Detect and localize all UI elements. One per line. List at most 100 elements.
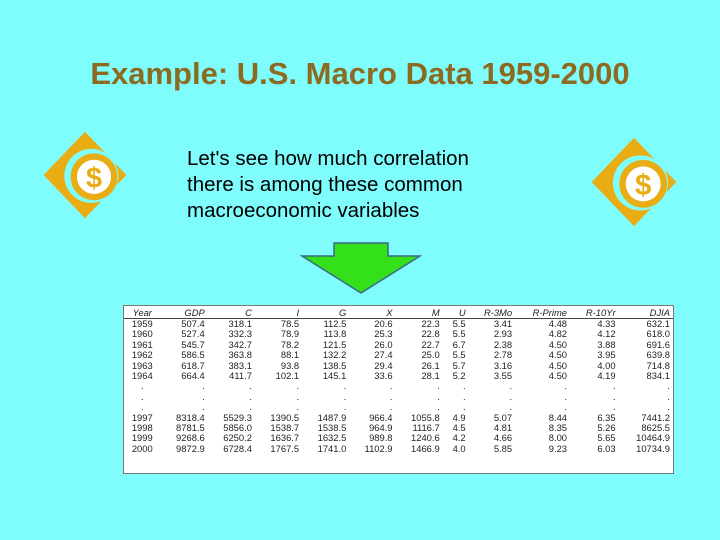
table-cell: 3.16 — [493, 359, 513, 371]
table-row: 1999 9268.6 6250.2 1636.7 1632.5 989.8 1240.6 4… — [124, 432, 673, 444]
table-cell: 1240.6 — [411, 432, 440, 444]
table-row: ............ — [124, 401, 673, 413]
table-cell: 383.1 — [228, 359, 252, 371]
table-cell: 6250.2 — [223, 432, 252, 444]
table-cell: 8.35 — [548, 422, 568, 434]
table-cell: 28.1 — [421, 370, 440, 382]
table-cell: 4.2 — [452, 432, 466, 444]
table-cell: 1998 — [131, 422, 153, 434]
table-cell: 1487.9 — [317, 411, 347, 423]
table-cell: 4.0 — [452, 442, 466, 454]
table-cell: 6.7 — [452, 338, 466, 350]
table-cell: 9268.6 — [176, 432, 205, 444]
body-line: macroeconomic variables — [187, 199, 420, 222]
table-cell: 121.5 — [322, 338, 347, 350]
table-cell: 145.1 — [322, 370, 347, 382]
table-cell: . — [249, 380, 252, 392]
table-cell: . — [296, 401, 300, 413]
table-cell: 363.8 — [228, 349, 252, 361]
table-cell: 10464.9 — [636, 432, 670, 444]
column-header: R-10Yr — [585, 307, 616, 318]
table-row: 1997 8318.4 5529.3 1390.5 1487.9 966.4 1055.8 4… — [124, 411, 673, 423]
table-cell: 9.23 — [548, 442, 568, 454]
table-cell: 5.26 — [597, 422, 616, 434]
table-cell: . — [343, 390, 347, 402]
table-cell: 3.55 — [493, 370, 513, 382]
table-cell: 8318.4 — [176, 411, 205, 423]
svg-text:$: $ — [86, 163, 102, 195]
table-cell: 93.8 — [280, 359, 300, 371]
slide-title: Example: U.S. Macro Data 1959-2000 — [90, 56, 630, 91]
table-cell: 138.5 — [322, 359, 347, 371]
table-cell: 632.1 — [646, 318, 670, 329]
table-cell: . — [509, 380, 513, 392]
table-row: 1961 545.7 342.7 78.2 121.5 26.0 22.7 6.7 2.38 4.… — [124, 338, 673, 350]
table-cell: 411.7 — [229, 370, 252, 382]
table-row: ............ — [124, 390, 673, 402]
table-cell: 5.5 — [452, 349, 466, 361]
table-cell: 78.5 — [280, 318, 300, 329]
table-cell: . — [202, 380, 205, 392]
table-cell: 4.48 — [548, 318, 568, 329]
table-cell: 1767.5 — [270, 442, 300, 454]
table-cell: 6.35 — [597, 411, 616, 423]
table-cell: . — [437, 390, 440, 402]
table-cell: . — [249, 390, 252, 402]
table-cell: 22.3 — [421, 318, 440, 329]
table-row: 1964 664.4 411.7 102.1 145.1 33.6 28.1 5.2 3.55 4… — [124, 370, 673, 382]
table-cell: 5.2 — [452, 370, 466, 382]
table-cell: 1538.5 — [317, 422, 347, 434]
table-cell: 1959 — [131, 318, 153, 329]
table-cell: 4.19 — [597, 370, 616, 382]
table-cell: 691.6 — [646, 338, 670, 350]
table-cell: 5529.3 — [223, 411, 252, 423]
table-cell: . — [389, 380, 393, 392]
table-cell: 1960 — [131, 328, 153, 340]
table-cell: . — [296, 390, 300, 402]
table-row: 1998 8781.5 5856.0 1538.7 1538.5 964.9 1116.7 4… — [124, 422, 673, 434]
table-cell: 618.0 — [646, 328, 670, 340]
table-cell: 1999 — [131, 432, 153, 444]
table-header-row: Year GDP C I G X M U R-3Mo R-Prime R-10Y… — [124, 307, 673, 319]
table-cell: 8.44 — [548, 411, 568, 423]
table-cell: . — [437, 380, 440, 392]
table-row: 1960 527.4 332.3 78.9 113.8 25.3 22.8 5.5 2.93 4.… — [124, 328, 673, 340]
table-cell: . — [612, 390, 616, 402]
table-cell: . — [463, 390, 466, 402]
table-cell: 5.65 — [597, 432, 616, 444]
table-cell: 8625.5 — [641, 422, 670, 434]
table-cell: 1741.0 — [317, 442, 347, 454]
table-cell: . — [249, 401, 252, 413]
table-cell: 132.2 — [322, 349, 347, 361]
table-cell: 342.7 — [228, 338, 252, 350]
table-cell: . — [564, 390, 568, 402]
table-cell: 618.7 — [181, 359, 205, 371]
table-cell: 664.4 — [181, 370, 205, 382]
table-cell: 4.66 — [493, 432, 513, 444]
table-cell: 1961 — [131, 338, 153, 350]
table-cell: 1962 — [131, 349, 153, 361]
table-cell: 1055.8 — [411, 411, 440, 423]
table-cell: 4.81 — [493, 422, 513, 434]
table-cell: . — [564, 380, 568, 392]
table-row: 1962 586.5 363.8 88.1 132.2 27.4 25.0 5.5 2.78 4.… — [124, 349, 673, 361]
table-cell: 639.8 — [646, 349, 670, 361]
table-cell: 989.8 — [369, 432, 393, 444]
table-body: 1959 507.4 318.1 78.5 112.5 20.6 22.3 5.5 3.41 4.… — [124, 318, 673, 455]
table-cell: 1116.7 — [412, 422, 440, 434]
table-cell: 5.85 — [493, 442, 513, 454]
table-cell: . — [202, 401, 205, 413]
table-row: 1959 507.4 318.1 78.5 112.5 20.6 22.3 5.5 3.41 4.… — [124, 318, 673, 330]
table-cell: 834.1 — [646, 370, 670, 382]
table-cell: 102.1 — [275, 370, 300, 382]
table-cell: 22.8 — [421, 328, 440, 340]
dollar-coin-eye-icon: $ — [591, 137, 677, 227]
table-cell: 1466.9 — [411, 442, 440, 454]
table-cell: . — [389, 401, 393, 413]
table-cell: 78.2 — [280, 338, 300, 350]
table-cell: 1390.5 — [270, 411, 300, 423]
table-cell: 3.95 — [597, 349, 616, 361]
column-header: R-Prime — [532, 307, 568, 318]
body-line: there is among these common — [187, 173, 463, 196]
column-header: R-3Mo — [483, 307, 513, 318]
